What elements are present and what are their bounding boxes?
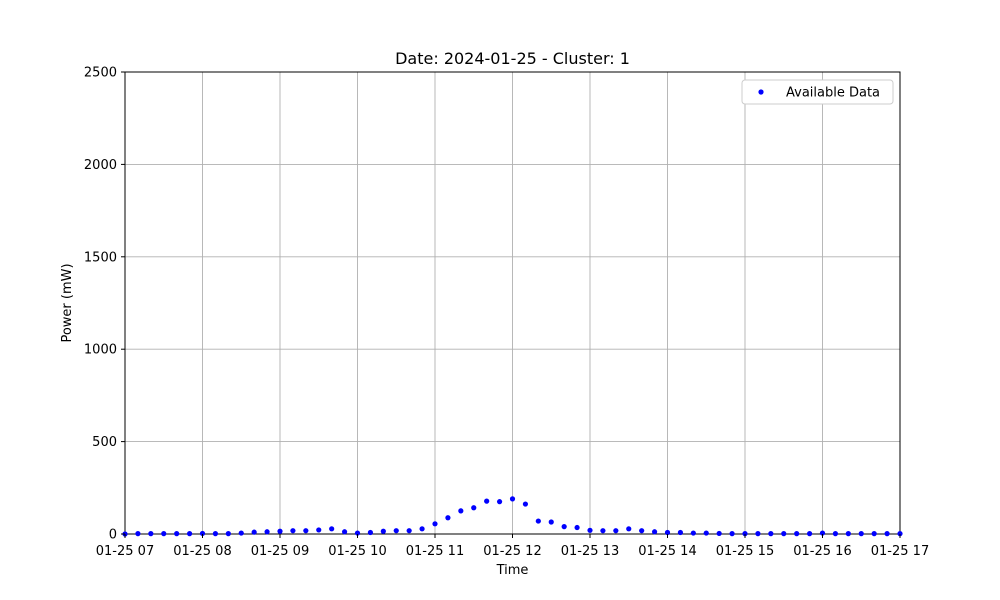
x-axis-ticks: 01-25 07 01-25 08 01-25 09 01-25 10 01-25 11… — [96, 534, 929, 559]
x-tick-label: 01-25 13 — [561, 544, 619, 559]
y-tick-label: 500 — [92, 435, 117, 450]
x-tick-label: 01-25 15 — [716, 544, 774, 559]
x-tick-label: 01-25 14 — [638, 544, 696, 559]
data-point — [199, 530, 206, 537]
data-point — [509, 496, 516, 502]
data-point — [742, 531, 748, 537]
data-point — [858, 531, 864, 537]
data-point — [819, 530, 826, 536]
data-point — [186, 531, 193, 537]
y-axis-ticks: 0 500 1000 1500 2000 2500 — [84, 66, 125, 543]
data-point — [290, 528, 296, 534]
data-point — [651, 529, 658, 535]
legend: Available Data — [741, 79, 894, 105]
data-point — [561, 524, 567, 530]
x-tick-label: 01-25 11 — [406, 544, 464, 559]
data-point — [277, 528, 283, 534]
data-point — [238, 530, 244, 536]
x-tick-label: 01-25 10 — [328, 544, 386, 559]
data-point — [341, 529, 348, 535]
data-point — [458, 508, 464, 514]
data-point — [794, 531, 800, 537]
data-point — [548, 519, 554, 525]
data-point — [161, 531, 167, 537]
data-point — [703, 530, 709, 536]
data-point — [135, 531, 141, 537]
legend-label: Available Data — [786, 86, 880, 101]
data-point — [613, 528, 619, 534]
data-point — [354, 530, 361, 536]
data-point — [897, 531, 903, 537]
data-point — [419, 526, 425, 532]
data-point — [871, 531, 877, 537]
data-point — [806, 531, 813, 537]
data-point — [380, 528, 386, 534]
data-point — [768, 531, 774, 537]
data-point — [471, 505, 477, 511]
data-point — [484, 498, 490, 504]
data-point — [406, 528, 412, 534]
data-point — [832, 531, 839, 537]
x-tick-label: 01-25 16 — [793, 544, 851, 559]
data-point — [367, 529, 374, 536]
data-point — [251, 529, 257, 535]
data-points — [122, 496, 903, 537]
data-point — [148, 531, 154, 537]
data-point — [639, 528, 645, 534]
data-point — [729, 531, 735, 537]
data-point — [225, 531, 231, 537]
y-tick-label: 2000 — [84, 158, 117, 173]
x-tick-label: 01-25 07 — [96, 544, 154, 559]
data-point — [445, 515, 451, 521]
data-point — [522, 501, 529, 507]
x-tick-label: 01-25 09 — [251, 544, 309, 559]
data-point — [574, 524, 580, 531]
x-tick-label: 01-25 08 — [173, 544, 231, 559]
data-point — [329, 526, 335, 532]
legend-marker — [758, 89, 764, 95]
data-point — [174, 531, 180, 537]
data-point — [393, 528, 399, 534]
x-tick-label: 01-25 17 — [871, 544, 929, 559]
data-point — [587, 527, 593, 533]
data-point — [626, 526, 632, 532]
data-point — [781, 531, 787, 537]
data-point — [690, 530, 696, 536]
y-tick-label: 1500 — [84, 250, 117, 265]
y-tick-label: 0 — [109, 528, 117, 543]
x-axis-label: Time — [496, 563, 529, 578]
data-point — [677, 529, 684, 536]
data-point — [535, 518, 541, 524]
y-tick-label: 1000 — [84, 343, 117, 358]
data-point — [316, 527, 322, 533]
x-tick-label: 01-25 12 — [483, 544, 541, 559]
data-point — [664, 529, 671, 536]
data-point — [432, 521, 438, 527]
data-point — [716, 530, 722, 537]
data-point — [755, 531, 761, 537]
data-point — [600, 528, 606, 534]
y-tick-label: 2500 — [84, 66, 117, 81]
data-point — [845, 531, 851, 537]
data-point — [303, 528, 309, 534]
data-point — [264, 529, 270, 535]
data-point — [884, 531, 890, 537]
data-point — [496, 499, 503, 505]
data-point — [212, 531, 219, 537]
y-axis-label: Power (mW) — [60, 263, 75, 342]
legend-box — [741, 79, 894, 105]
chart-title: Date: 2024-01-25 - Cluster: 1 — [395, 49, 630, 68]
